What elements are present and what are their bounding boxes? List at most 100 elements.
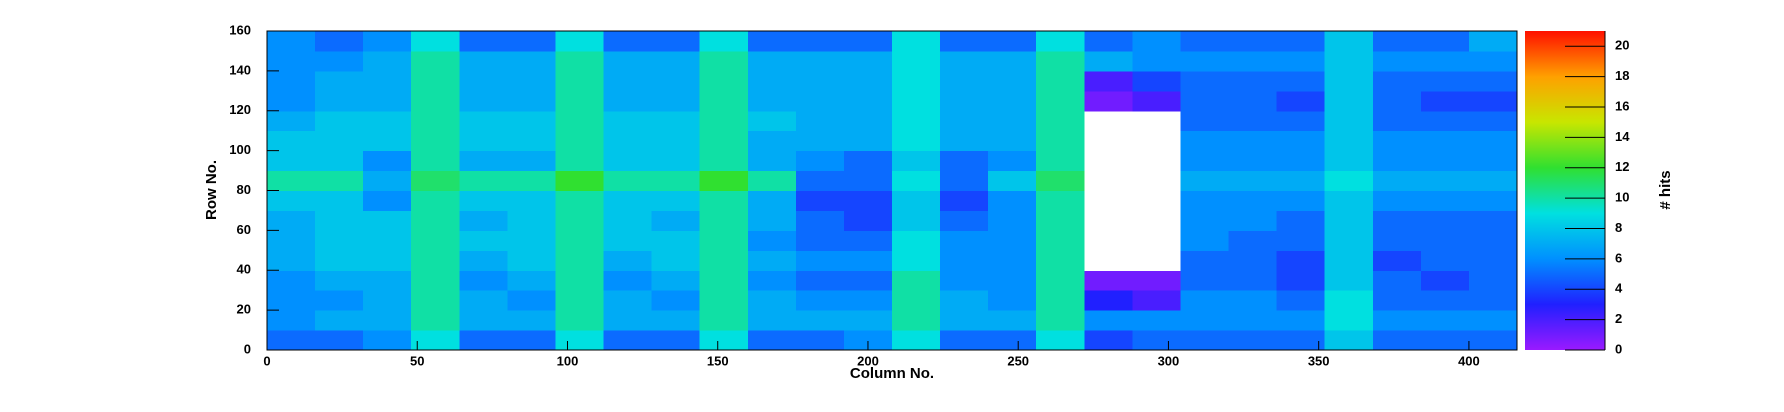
cell xyxy=(747,50,797,72)
colorbar-tick-label: 6 xyxy=(1615,250,1622,265)
colorbar-tick-label: 4 xyxy=(1615,281,1623,296)
cell xyxy=(1420,130,1470,152)
cell xyxy=(603,310,653,331)
cell xyxy=(892,290,941,311)
cell xyxy=(411,190,460,211)
cell xyxy=(1324,90,1374,112)
cell xyxy=(363,70,412,92)
cell xyxy=(1372,230,1422,251)
cell xyxy=(555,31,605,52)
cell xyxy=(555,130,605,152)
cell xyxy=(892,130,941,152)
cell xyxy=(795,90,845,112)
cell xyxy=(1468,230,1518,251)
cell xyxy=(1036,330,1085,351)
x-tick-label: 200 xyxy=(857,353,879,368)
cell xyxy=(315,130,364,152)
cell xyxy=(843,50,893,72)
cell xyxy=(699,310,749,331)
cell xyxy=(507,150,556,172)
cell xyxy=(507,310,556,331)
x-tick-label: 400 xyxy=(1458,353,1480,368)
cell xyxy=(1084,130,1133,152)
cell xyxy=(267,250,316,271)
cell xyxy=(1228,170,1278,191)
cell xyxy=(1324,270,1374,291)
cell xyxy=(459,31,508,52)
cell xyxy=(699,110,749,132)
cell xyxy=(1180,230,1230,251)
cell xyxy=(747,290,797,311)
cell xyxy=(459,110,508,132)
cell xyxy=(1036,310,1085,331)
cell xyxy=(1276,190,1326,211)
cell xyxy=(411,31,460,52)
cell xyxy=(940,310,989,331)
cell xyxy=(411,110,460,132)
cell xyxy=(1324,50,1374,72)
cell xyxy=(747,210,797,231)
cell xyxy=(1132,70,1181,92)
cell xyxy=(267,190,316,211)
cell xyxy=(1228,31,1278,52)
cell xyxy=(1276,170,1326,191)
cell xyxy=(1468,290,1518,311)
cell xyxy=(315,330,364,351)
x-tick-label: 350 xyxy=(1308,353,1330,368)
cell xyxy=(363,250,412,271)
cell xyxy=(1180,130,1230,152)
cell xyxy=(795,270,845,291)
cell xyxy=(1036,50,1085,72)
cell xyxy=(892,31,941,52)
cell xyxy=(267,31,316,52)
cell xyxy=(363,270,412,291)
cell xyxy=(843,31,893,52)
cell xyxy=(1276,90,1326,112)
cell xyxy=(699,270,749,291)
cell xyxy=(699,90,749,112)
cell xyxy=(1324,31,1374,52)
colorbar-tick-label: 18 xyxy=(1615,68,1629,83)
cell xyxy=(507,90,556,112)
cell xyxy=(1324,130,1374,152)
cell xyxy=(507,31,556,52)
cell xyxy=(940,250,989,271)
cell xyxy=(843,170,893,191)
cell xyxy=(843,230,893,251)
x-axis-title: Column No. xyxy=(850,365,934,382)
cell xyxy=(1276,110,1326,132)
colorbar xyxy=(1525,31,1605,350)
y-tick-label: 100 xyxy=(229,142,251,157)
cell xyxy=(940,90,989,112)
cell xyxy=(988,330,1037,351)
cell xyxy=(651,210,701,231)
cell xyxy=(651,310,701,331)
cell xyxy=(555,270,605,291)
x-tick-label: 250 xyxy=(1007,353,1029,368)
cell xyxy=(795,31,845,52)
cell xyxy=(1084,230,1133,251)
cell xyxy=(363,210,412,231)
cell xyxy=(1228,330,1278,351)
cell xyxy=(651,250,701,271)
cell xyxy=(1228,50,1278,72)
cell xyxy=(1180,290,1230,311)
cell xyxy=(892,310,941,331)
cell xyxy=(1180,90,1230,112)
cell xyxy=(651,110,701,132)
cell xyxy=(507,170,556,191)
cell xyxy=(940,70,989,92)
cell xyxy=(940,210,989,231)
colorbar-title: # hits xyxy=(1657,170,1674,209)
cell xyxy=(1372,330,1422,351)
cell xyxy=(267,270,316,291)
y-axis-title: Row No. xyxy=(203,160,220,220)
y-tick-label: 60 xyxy=(237,222,251,237)
cell xyxy=(651,130,701,152)
cell xyxy=(363,31,412,52)
cell xyxy=(795,70,845,92)
cell xyxy=(988,250,1037,271)
cell xyxy=(699,170,749,191)
cell xyxy=(988,230,1037,251)
cell xyxy=(555,110,605,132)
